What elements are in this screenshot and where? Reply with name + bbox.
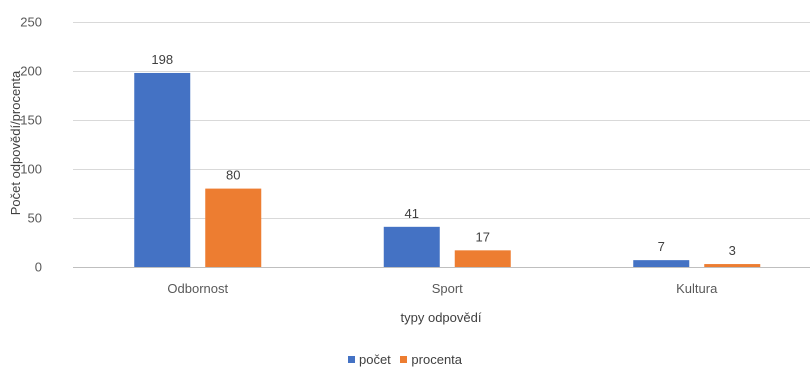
y-tick-label: 150 [20, 113, 42, 128]
bar-počet-Sport [383, 226, 440, 267]
data-label: 80 [226, 168, 240, 183]
y-tick-label: 100 [20, 162, 42, 177]
legend-label-pocet: počet [358, 352, 391, 367]
bar-procenta-Sport [454, 250, 511, 267]
x-axis-ticks: Odbornost Sport Kultura [167, 281, 718, 296]
legend-item-pocet: počet [347, 352, 391, 367]
legend-item-procenta: procenta [400, 352, 462, 367]
data-label: 41 [405, 206, 419, 221]
y-tick-label: 0 [35, 260, 42, 275]
gridlines [73, 22, 810, 268]
y-axis-title: Počet odpovědí/procenta [8, 70, 23, 215]
bar-procenta-Odbornost [205, 188, 262, 267]
x-tick-label: Sport [432, 281, 463, 296]
y-tick-label: 50 [28, 211, 42, 226]
bars [134, 72, 761, 268]
bar-počet-Odbornost [134, 72, 191, 268]
x-axis-title: typy odpovědí [401, 310, 482, 325]
legend-swatch-procenta [400, 356, 408, 363]
data-label: 198 [151, 52, 173, 67]
x-tick-label: Odbornost [167, 281, 228, 296]
bar-počet-Kultura [633, 260, 690, 267]
y-tick-label: 200 [20, 64, 42, 79]
data-label: 7 [658, 239, 665, 254]
legend-swatch-pocet [347, 356, 355, 363]
data-labels: 198 80 41 17 7 3 [151, 52, 735, 258]
x-tick-label: Kultura [676, 281, 718, 296]
legend: počet procenta [0, 351, 810, 367]
y-tick-label: 250 [20, 15, 42, 30]
data-label: 3 [729, 243, 736, 258]
data-label: 17 [476, 229, 490, 244]
bar-procenta-Kultura [704, 264, 761, 267]
y-axis-ticks: 0 50 100 150 200 250 [20, 15, 42, 275]
legend-label-procenta: procenta [411, 352, 463, 367]
